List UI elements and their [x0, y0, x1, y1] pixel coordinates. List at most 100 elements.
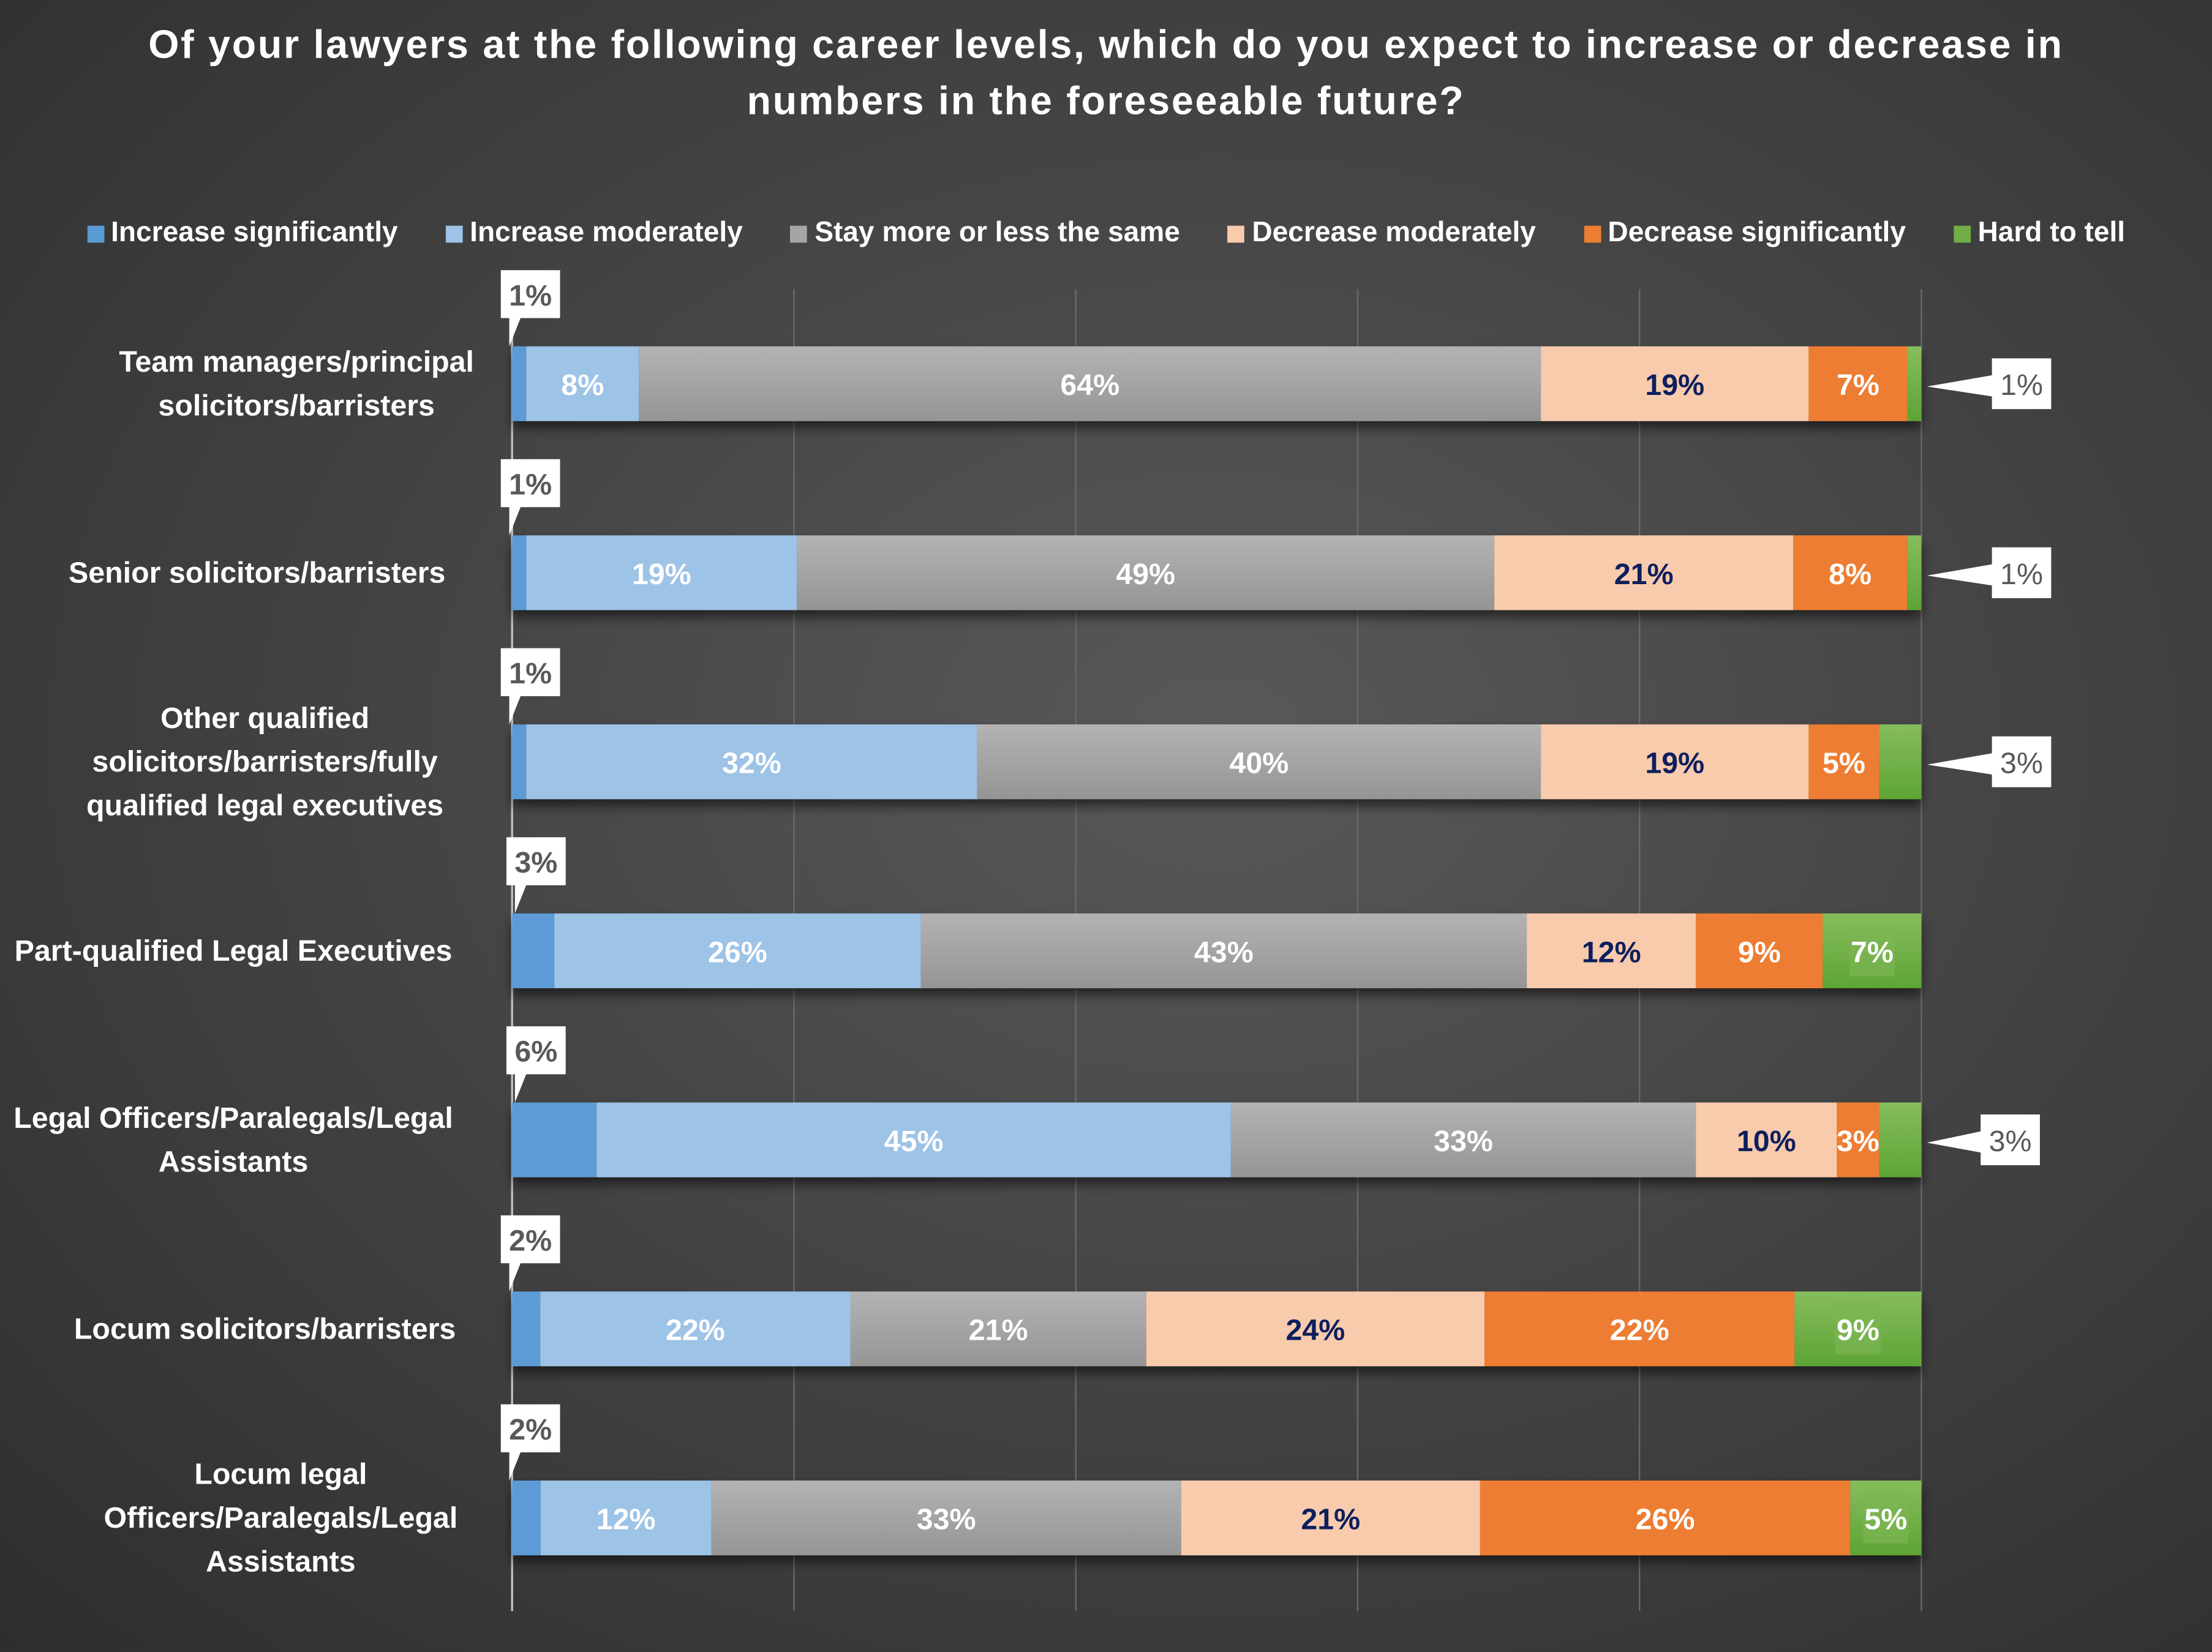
- data-callout: [1927, 1114, 2040, 1166]
- legend-item: Hard to tell: [1954, 217, 2125, 250]
- data-callout: [500, 459, 560, 536]
- bar-segment: [797, 535, 1495, 610]
- bar-segment: [1907, 535, 1922, 610]
- bar-row: [512, 913, 1922, 988]
- bar-segment: [512, 346, 527, 421]
- bar-row: [512, 346, 1922, 421]
- data-label: 3%: [514, 846, 557, 879]
- data-label: 40%: [1229, 747, 1288, 780]
- data-label: 6%: [514, 1035, 557, 1068]
- data-label: 2%: [509, 1224, 552, 1257]
- data-label: 12%: [1582, 936, 1641, 969]
- bar-segment: [540, 1480, 712, 1556]
- data-label: 9%: [1837, 1314, 1879, 1347]
- data-label: 19%: [1645, 747, 1704, 780]
- bar-segment: [1879, 1102, 1922, 1177]
- legend: Increase significantly Increase moderatel…: [0, 217, 2212, 250]
- bar-segment: [1527, 913, 1696, 988]
- bar-segment: [596, 1102, 1231, 1177]
- data-label: 2%: [509, 1413, 552, 1446]
- bar-segment: [1837, 1102, 1879, 1177]
- data-label: 3%: [1837, 1125, 1879, 1158]
- data-label: 1%: [2000, 369, 2043, 402]
- data-callout: [506, 837, 566, 914]
- data-label: 32%: [722, 747, 781, 780]
- data-callout: [1927, 358, 2052, 410]
- data-label: 3%: [1989, 1125, 2032, 1158]
- data-label: 21%: [1614, 558, 1674, 591]
- bar-segment: [512, 913, 555, 988]
- legend-swatch: [791, 225, 808, 242]
- bar-segment: [1484, 1291, 1795, 1367]
- data-label: 10%: [1737, 1125, 1796, 1158]
- bar-row: [512, 1480, 1922, 1556]
- bar-segment: [512, 724, 527, 800]
- data-label: 43%: [1194, 936, 1254, 969]
- legend-swatch: [86, 225, 104, 242]
- category-label: Senior solicitors/barristers: [69, 557, 445, 590]
- data-label: 26%: [1636, 1503, 1695, 1536]
- legend-swatch: [1584, 225, 1601, 242]
- data-callout: [500, 270, 560, 347]
- data-label: 7%: [1837, 369, 1879, 402]
- bar-segment: [540, 1291, 851, 1367]
- bar-segment: [1696, 913, 1823, 988]
- bar-segment: [1793, 535, 1908, 610]
- legend-item: Increase moderately: [446, 217, 743, 250]
- data-label: 19%: [632, 558, 691, 591]
- data-label: 33%: [917, 1503, 976, 1536]
- bar-row: [512, 724, 1922, 800]
- data-label: 49%: [1116, 558, 1175, 591]
- data-callout: [500, 1404, 560, 1481]
- data-label: 1%: [509, 657, 552, 690]
- legend-item: Decrease moderately: [1228, 217, 1536, 250]
- bar-segment: [526, 724, 977, 800]
- bar-segment: [1230, 1102, 1696, 1177]
- data-label: 5%: [1823, 747, 1865, 780]
- bar-segment: [1696, 1102, 1837, 1177]
- bar-segment: [1907, 346, 1922, 421]
- bar-segment: [1146, 1291, 1485, 1367]
- bar-segment: [512, 1102, 597, 1177]
- bar-segment: [639, 346, 1541, 421]
- bar-segment: [1480, 1480, 1851, 1556]
- data-callout: [1927, 736, 2052, 787]
- data-label: 22%: [1610, 1314, 1669, 1347]
- data-label: 21%: [1301, 1503, 1360, 1536]
- data-label: 21%: [969, 1314, 1028, 1347]
- bar-segment: [512, 1480, 541, 1556]
- data-label: 45%: [884, 1125, 944, 1158]
- data-callout: [1927, 547, 2052, 598]
- bar-segment: [526, 346, 639, 421]
- data-label: 8%: [561, 369, 604, 402]
- legend-item: Increase significantly: [86, 217, 398, 250]
- data-callout: [500, 648, 560, 725]
- bar-segment: [1541, 346, 1809, 421]
- legend-label: Decrease moderately: [1252, 217, 1536, 249]
- bar-segment: [554, 913, 921, 988]
- legend-label: Increase moderately: [470, 217, 743, 249]
- data-label: 1%: [2000, 558, 2043, 591]
- label-box: [1863, 1492, 1909, 1544]
- bar-segment: [1808, 724, 1879, 800]
- bar-segment: [512, 1291, 541, 1367]
- data-label: 1%: [509, 279, 552, 312]
- bar-row: [512, 1102, 1922, 1177]
- data-label: 5%: [1864, 1503, 1907, 1536]
- bar-segment: [850, 1291, 1146, 1367]
- data-label: 1%: [509, 468, 552, 501]
- data-label: 33%: [1434, 1125, 1493, 1158]
- legend-swatch: [446, 225, 463, 242]
- legend-label: Increase significantly: [111, 217, 398, 249]
- data-label: 9%: [1738, 936, 1781, 969]
- bar-segment: [526, 535, 797, 610]
- bar-segment: [512, 535, 527, 610]
- data-label: 26%: [708, 936, 767, 969]
- legend-label: Hard to tell: [1977, 217, 2126, 249]
- data-callout: [506, 1026, 566, 1103]
- category-label: Locum legal Officers/Paralegals/Legal Assi…: [103, 1458, 457, 1579]
- category-label: Team managers/principal solicitors/barris…: [119, 345, 474, 422]
- bar-segment: [977, 724, 1541, 800]
- legend-label: Decrease significantly: [1608, 217, 1906, 249]
